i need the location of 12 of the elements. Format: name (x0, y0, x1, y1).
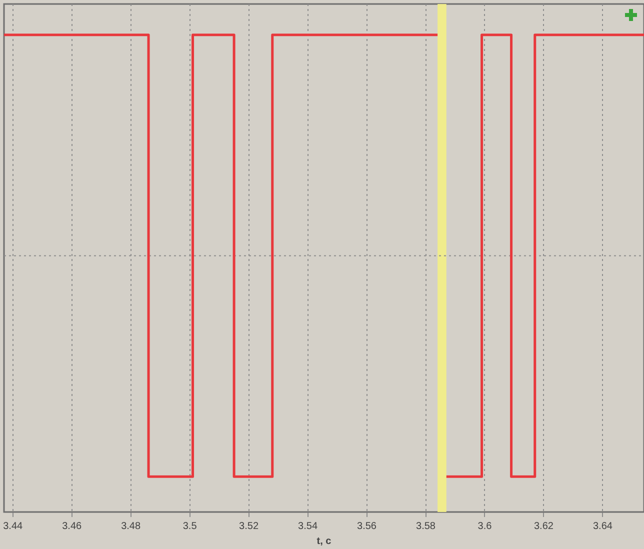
x-axis-title: t, с (316, 536, 332, 547)
x-tick-label: 3.52 (239, 520, 259, 532)
x-tick-label: 3.64 (592, 520, 613, 532)
x-tick-label: 3.62 (534, 520, 554, 532)
x-tick-label: 3.46 (62, 520, 82, 532)
x-tick-label: 3.44 (3, 520, 24, 532)
x-tick-label: 3.56 (357, 520, 377, 532)
x-tick-label: 3.5 (182, 520, 198, 532)
x-tick-label: 3.48 (121, 520, 141, 532)
x-tick-label: 3.6 (478, 520, 492, 532)
x-tick-label: 3.54 (298, 520, 318, 532)
x-tick-label: 3.58 (416, 520, 436, 532)
